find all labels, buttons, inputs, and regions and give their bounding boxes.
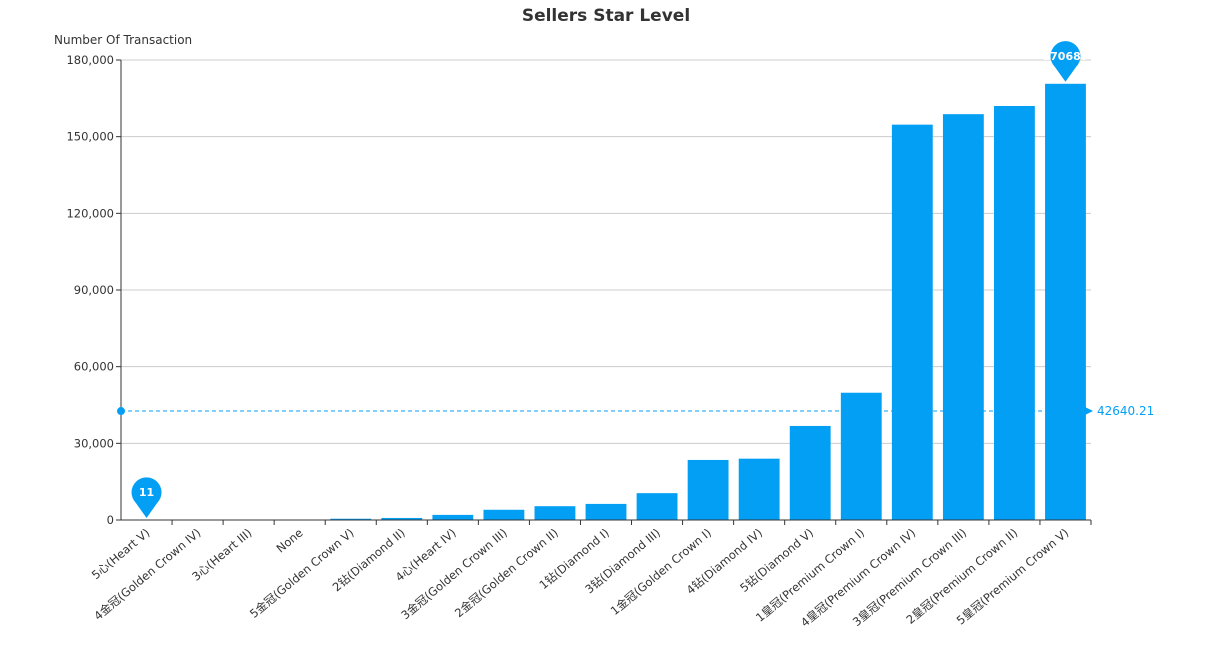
x-tick-label: 5金冠(Golden Crown V) [247,526,357,621]
y-tick-label: 120,000 [66,206,114,220]
bar [637,493,678,520]
bars [126,84,1086,520]
bar [688,460,729,520]
average-line-label: 42640.21 [1097,404,1154,418]
y-tick-label: 180,000 [66,53,114,67]
mark-point: 170689 [1043,41,1089,82]
mark-point-label: 11 [139,486,154,499]
bar [1045,84,1086,520]
axes: 0 30,000 60,000 90,000 120,000 150,000 180,000… [66,53,1091,630]
bar [483,510,524,520]
bar [535,506,576,520]
y-tick-label: 30,000 [74,436,114,450]
bar [943,114,984,520]
bar [432,515,473,520]
average-line-arrow [1085,407,1093,415]
bar [586,504,627,520]
chart-title: Sellers Star Level [522,6,690,26]
y-tick-label: 90,000 [74,283,114,297]
y-tick-label: 150,000 [66,130,114,144]
y-axis-label: Number Of Transaction [54,33,192,47]
y-tick-label: 60,000 [74,360,114,374]
bar [994,106,1035,520]
mark-point-label: 170689 [1043,50,1089,63]
y-tick-label: 0 [107,513,114,527]
x-tick-label: 1金冠(Golden Crown I) [608,526,714,618]
x-tick-label: 2金冠(Golden Crown II) [452,526,561,621]
bar [790,426,831,520]
bar [892,125,933,520]
mark-point: 11 [132,477,162,518]
bar [841,393,882,520]
bar [739,459,780,520]
x-tick-label: None [274,526,306,556]
